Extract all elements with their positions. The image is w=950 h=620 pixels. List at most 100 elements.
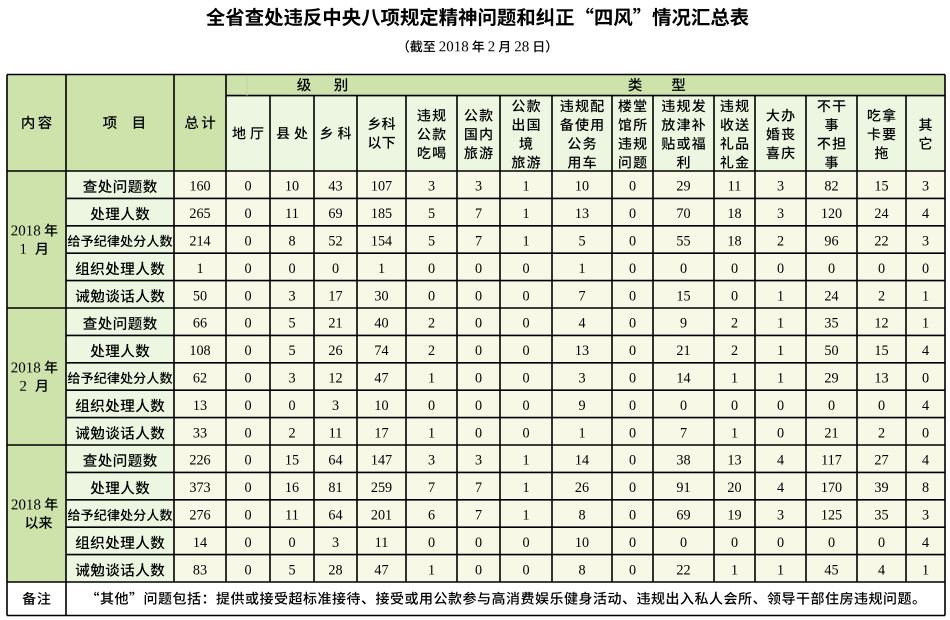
- svg-text:1: 1: [777, 371, 784, 387]
- svg-text:14: 14: [676, 371, 690, 387]
- svg-text:1: 1: [777, 288, 784, 304]
- svg-text:33: 33: [193, 425, 207, 441]
- svg-text:0: 0: [475, 316, 482, 332]
- svg-text:0: 0: [629, 234, 636, 250]
- svg-text:8: 8: [578, 508, 585, 524]
- svg-text:0: 0: [522, 371, 529, 387]
- svg-text:3: 3: [777, 206, 784, 222]
- svg-text:1: 1: [522, 206, 529, 222]
- svg-text:0: 0: [475, 562, 482, 578]
- svg-text:1: 1: [731, 425, 738, 441]
- svg-text:107: 107: [371, 179, 392, 195]
- svg-text:0: 0: [522, 425, 529, 441]
- svg-text:2: 2: [428, 343, 435, 359]
- svg-text:26: 26: [575, 480, 589, 496]
- svg-text:8: 8: [922, 480, 929, 496]
- svg-text:2: 2: [288, 425, 295, 441]
- svg-text:0: 0: [731, 261, 738, 277]
- svg-text:3: 3: [428, 179, 435, 195]
- svg-text:91: 91: [676, 480, 690, 496]
- svg-text:4: 4: [922, 453, 929, 469]
- svg-text:185: 185: [371, 206, 392, 222]
- svg-text:0: 0: [522, 535, 529, 551]
- svg-text:18: 18: [727, 234, 741, 250]
- svg-text:0: 0: [288, 535, 295, 551]
- svg-text:22: 22: [874, 234, 888, 250]
- svg-text:1: 1: [522, 179, 529, 195]
- svg-text:0: 0: [244, 234, 251, 250]
- svg-text:0: 0: [680, 398, 687, 414]
- svg-text:0: 0: [828, 398, 835, 414]
- svg-text:11: 11: [285, 508, 299, 524]
- svg-text:0: 0: [522, 261, 529, 277]
- svg-text:0: 0: [332, 261, 339, 277]
- svg-text:265: 265: [189, 206, 210, 222]
- svg-text:0: 0: [878, 261, 885, 277]
- svg-text:0: 0: [629, 316, 636, 332]
- svg-text:29: 29: [676, 179, 690, 195]
- svg-text:0: 0: [629, 343, 636, 359]
- svg-text:0: 0: [244, 562, 251, 578]
- svg-text:1: 1: [196, 261, 203, 277]
- svg-text:4: 4: [578, 316, 585, 332]
- svg-text:3: 3: [288, 371, 295, 387]
- svg-text:13: 13: [874, 371, 888, 387]
- svg-text:0: 0: [244, 343, 251, 359]
- svg-text:14: 14: [575, 453, 589, 469]
- svg-text:64: 64: [328, 508, 342, 524]
- svg-text:0: 0: [828, 535, 835, 551]
- svg-text:0: 0: [731, 535, 738, 551]
- svg-text:0: 0: [777, 535, 784, 551]
- svg-text:0: 0: [777, 398, 784, 414]
- svg-text:8: 8: [578, 562, 585, 578]
- svg-text:50: 50: [824, 343, 838, 359]
- svg-text:0: 0: [629, 480, 636, 496]
- svg-text:15: 15: [676, 288, 690, 304]
- svg-text:47: 47: [374, 371, 388, 387]
- svg-text:4: 4: [878, 562, 885, 578]
- svg-text:11: 11: [728, 179, 742, 195]
- svg-text:3: 3: [922, 179, 929, 195]
- svg-text:15: 15: [874, 343, 888, 359]
- svg-text:0: 0: [244, 453, 251, 469]
- svg-text:9: 9: [680, 316, 687, 332]
- svg-text:2: 2: [731, 316, 738, 332]
- svg-text:0: 0: [244, 425, 251, 441]
- svg-text:4: 4: [922, 343, 929, 359]
- svg-text:1: 1: [777, 316, 784, 332]
- svg-text:1: 1: [922, 562, 929, 578]
- svg-text:0: 0: [244, 480, 251, 496]
- svg-text:4: 4: [777, 480, 784, 496]
- svg-text:35: 35: [874, 508, 888, 524]
- svg-text:7: 7: [680, 425, 687, 441]
- svg-text:0: 0: [522, 343, 529, 359]
- svg-text:55: 55: [676, 234, 690, 250]
- svg-text:1: 1: [777, 562, 784, 578]
- svg-text:226: 226: [189, 453, 210, 469]
- svg-text:0: 0: [777, 425, 784, 441]
- svg-text:4: 4: [777, 453, 784, 469]
- svg-text:21: 21: [676, 343, 690, 359]
- svg-text:26: 26: [328, 343, 342, 359]
- svg-text:3: 3: [332, 398, 339, 414]
- svg-text:7: 7: [475, 508, 482, 524]
- svg-text:40: 40: [374, 316, 388, 332]
- svg-text:0: 0: [680, 535, 687, 551]
- svg-text:0: 0: [244, 508, 251, 524]
- svg-text:3: 3: [922, 234, 929, 250]
- svg-text:12: 12: [328, 371, 342, 387]
- svg-text:10: 10: [285, 179, 299, 195]
- svg-text:0: 0: [922, 261, 929, 277]
- svg-text:5: 5: [578, 234, 585, 250]
- svg-text:3: 3: [332, 535, 339, 551]
- svg-text:21: 21: [824, 425, 838, 441]
- svg-text:373: 373: [189, 480, 210, 496]
- svg-text:0: 0: [522, 316, 529, 332]
- svg-text:0: 0: [629, 562, 636, 578]
- svg-text:17: 17: [328, 288, 342, 304]
- svg-text:62: 62: [193, 371, 207, 387]
- svg-text:29: 29: [824, 371, 838, 387]
- svg-text:12: 12: [874, 316, 888, 332]
- svg-text:20: 20: [727, 480, 741, 496]
- svg-text:8: 8: [288, 234, 295, 250]
